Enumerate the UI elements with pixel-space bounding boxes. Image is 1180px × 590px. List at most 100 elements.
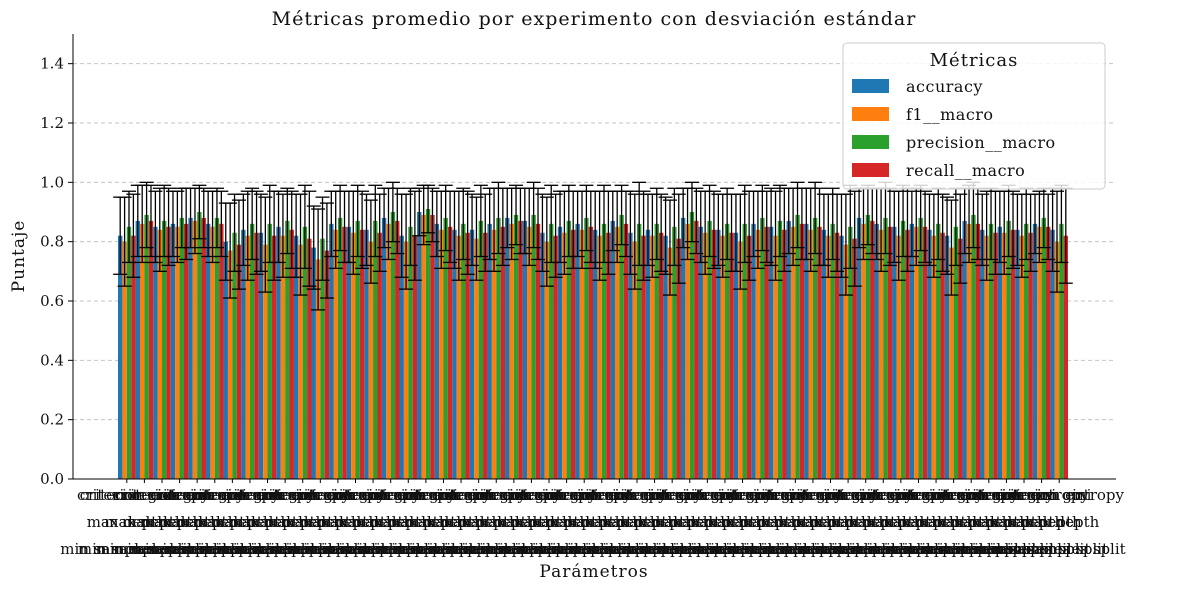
x-category-label: max depth [280,513,361,531]
bar-precision__macro [232,232,237,479]
bar-precision__macro [302,226,308,479]
y-tick-label: 1.0 [40,173,64,191]
bar-recall__macro [993,232,998,479]
x-category-label: max depth [122,513,203,531]
x-category-label: min samples split [852,540,985,558]
bar-accuracy [241,229,246,479]
x-category-label: criterion gini [886,486,986,504]
bar-precision__macro [1006,220,1011,479]
bar-f1__macro [562,232,567,479]
bar-recall__macro [623,223,629,479]
y-tick-label: 0.2 [40,411,64,429]
bar-precision__macro [936,223,941,479]
x-category-label: max depth [702,513,783,531]
bar-precision__macro [654,223,659,479]
x-category-label: criterion entropy [924,486,1054,504]
bar-f1__macro [491,229,497,479]
bar-precision__macro [267,223,272,479]
x-category-label: min samples split [694,540,827,558]
bar-precision__macro [672,226,677,479]
bar-recall__macro [148,220,154,479]
x-category-label: max depth [597,513,678,531]
bar-accuracy [980,229,985,479]
bar-recall__macro [1046,226,1051,479]
legend-swatch-recall__macro [852,163,889,177]
x-category-label: max depth [738,513,819,531]
bar-accuracy [364,229,369,479]
x-category-label: criterion gini [957,486,1057,504]
x-category-label: min samples split [764,540,897,558]
bar-f1__macro [1054,241,1060,479]
x-category-label: max depth [245,513,326,531]
bar-precision__macro [443,217,448,479]
bar-f1__macro [650,235,655,479]
bar-accuracy [170,223,176,479]
legend-swatch-precision__macro [852,135,889,149]
x-category-label: min samples split [518,540,651,558]
bar-accuracy [1032,223,1038,479]
bar-precision__macro [285,220,290,479]
bar-accuracy [311,247,316,479]
bar-precision__macro [953,226,959,479]
bar-recall__macro [201,217,206,479]
x-category-label: max depth [914,513,995,531]
x-category-label: max depth [139,513,220,531]
bar-f1__macro [755,229,761,479]
bar-recall__macro [641,235,646,479]
x-category-label: criterion entropy [80,486,210,504]
x-category-label: criterion gini [640,486,740,504]
bar-recall__macro [1028,232,1033,479]
x-category-label: criterion entropy [713,486,843,504]
bar-precision__macro [724,223,730,479]
y-tick-label: 0.0 [40,470,64,488]
bar-accuracy [909,223,915,479]
bar-precision__macro [566,220,572,479]
bar-accuracy [417,212,422,479]
bar-recall__macro [500,226,506,479]
x-category-label: max depth [298,513,379,531]
x-category-label: max depth [227,513,308,531]
x-category-label: max depth [773,513,854,531]
legend-label-precision__macro: precision__macro [906,133,1056,152]
x-category-label: criterion entropy [396,486,526,504]
x-category-label: max depth [755,513,836,531]
bar-precision__macro [900,220,906,479]
bar-accuracy [293,235,299,479]
x-category-label: criterion gini [77,486,177,504]
bar-recall__macro [870,220,875,479]
bar-precision__macro [865,214,871,479]
bar-accuracy [522,220,528,479]
bar-precision__macro [249,223,255,479]
bar-f1__macro [579,229,585,479]
bar-accuracy [258,232,264,479]
bar-accuracy [610,220,615,479]
bar-recall__macro [799,223,805,479]
bar-f1__macro [263,244,268,479]
bar-f1__macro [157,229,162,479]
bar-precision__macro [777,220,783,479]
x-category-label: criterion gini [253,486,353,504]
bar-f1__macro [720,235,725,479]
bar-f1__macro [861,223,866,479]
x-category-label: min samples split [148,540,281,558]
bar-recall__macro [834,232,840,479]
x-category-label: min samples split [289,540,422,558]
bar-accuracy [487,223,492,479]
x-category-label: max depth [614,513,695,531]
x-category-label: criterion entropy [783,486,913,504]
bar-precision__macro [161,220,167,479]
bar-recall__macro [746,235,752,479]
x-category-label: min samples split [958,540,1091,558]
bar-precision__macro [584,217,589,479]
legend-swatch-accuracy [852,79,889,93]
y-tick-label: 0.6 [40,292,64,310]
x-category-label: criterion entropy [361,486,491,504]
bar-precision__macro [179,217,184,479]
x-category-label: min samples split [711,540,844,558]
x-category-label: max depth [315,513,396,531]
bar-accuracy [663,235,668,479]
x-category-label: min samples split [500,540,633,558]
bars [118,209,1068,480]
x-category-label: min samples split [183,540,316,558]
x-category-label: max depth [562,513,643,531]
